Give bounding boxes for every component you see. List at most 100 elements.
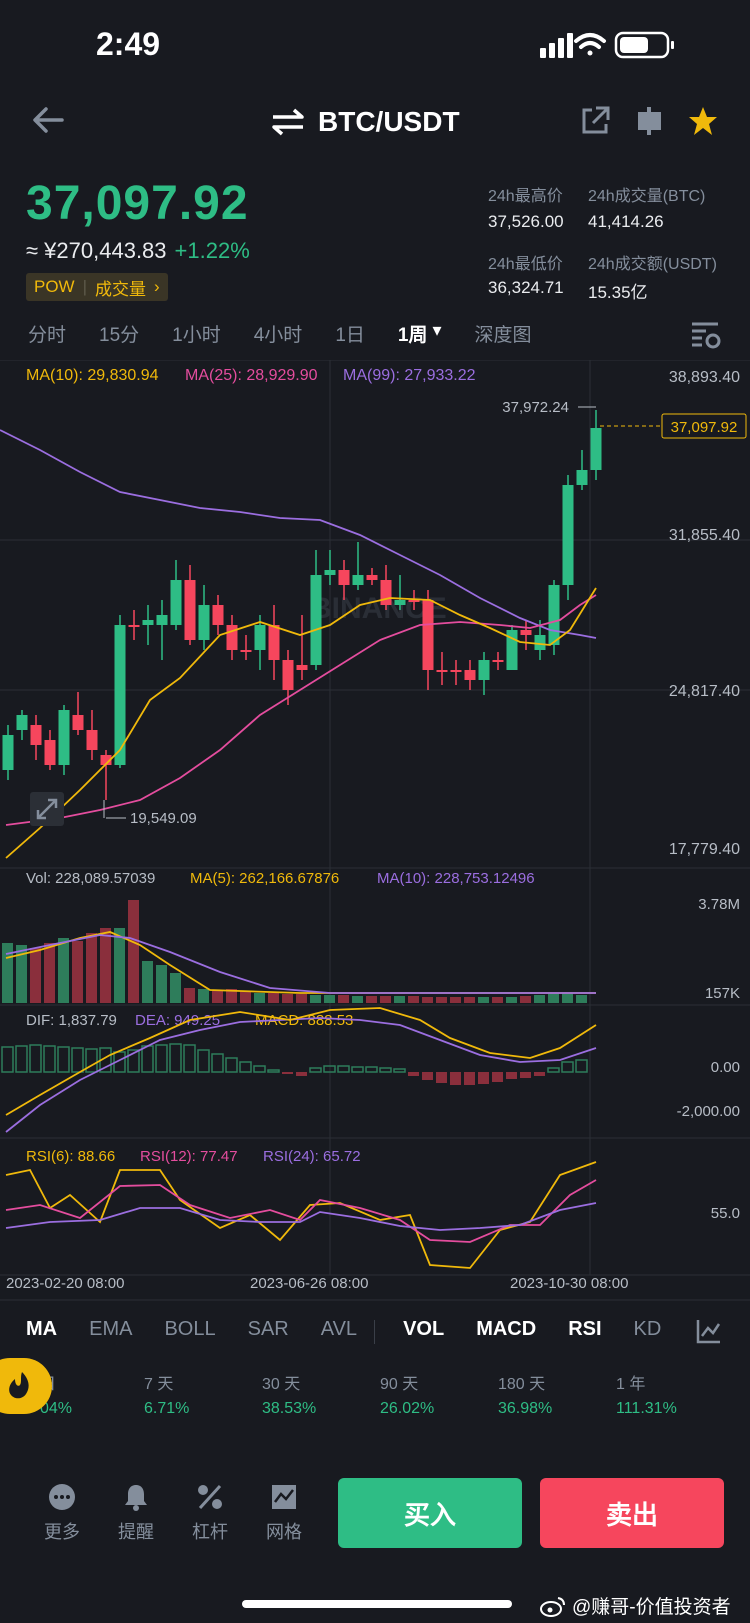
candle-body: [408, 600, 420, 602]
pair-selector[interactable]: BTC/USDT: [270, 102, 460, 142]
volume-bar: [58, 938, 69, 1003]
candle-body: [548, 585, 560, 645]
y-tick-label: 38,893.40: [669, 369, 740, 386]
macd-bar: [561, 1061, 574, 1073]
candle-body: [128, 625, 140, 627]
price-subrow: ≈ ¥270,443.83 +1.22%: [26, 238, 250, 264]
macd-bar: [282, 1072, 293, 1074]
more-button[interactable]: 更多: [32, 1482, 92, 1544]
chart-settings-icon[interactable]: [688, 318, 722, 352]
volume-bar: [254, 993, 265, 1003]
leverage-button[interactable]: 杠杆: [180, 1482, 240, 1544]
favorite-star-icon[interactable]: [686, 104, 720, 138]
dea-line: [5, 1017, 597, 1133]
candle-body: [464, 670, 476, 680]
macd-bar: [379, 1067, 392, 1073]
home-indicator: [242, 1600, 512, 1608]
rsi6-line: [5, 1161, 597, 1269]
macd-bar: [422, 1072, 433, 1080]
candle-body: [100, 755, 112, 765]
candle-body: [534, 635, 546, 650]
alert-button[interactable]: 提醒: [106, 1482, 166, 1544]
candlestick-mode-icon[interactable]: [632, 104, 666, 138]
performance-item: 7 天 6.71%: [144, 1370, 189, 1418]
volume-bar: [492, 997, 503, 1003]
indicator-tabs: MA EMA BOLL SAR AVL VOL MACD RSI KD: [26, 1318, 693, 1341]
volume-bar: [142, 961, 153, 1003]
grid-button[interactable]: 网格: [254, 1482, 314, 1544]
watermark-text: @赚哥-价值投资者: [572, 1597, 731, 1618]
stat-volbtc-label: 24h成交量(BTC): [588, 188, 706, 205]
stat-high-value: 37,526.00: [488, 212, 564, 231]
indicator-tab[interactable]: MACD: [476, 1318, 537, 1340]
indicator-tab[interactable]: KD: [633, 1318, 662, 1340]
volume-bar: [16, 945, 27, 1003]
candle-body: [478, 660, 490, 680]
macd-bar: [365, 1066, 378, 1073]
x-axis-label: 2023-10-30 08:00: [510, 1275, 628, 1292]
indicator-tab[interactable]: EMA: [89, 1318, 133, 1340]
candle-body: [44, 740, 56, 765]
last-price-tag: 37,097.92: [671, 419, 738, 436]
interval-tab[interactable]: 深度图: [474, 325, 532, 346]
fire-button[interactable]: [0, 1358, 52, 1414]
volume-bar: [394, 996, 405, 1003]
performance-item: 90 天 26.02%: [380, 1370, 434, 1418]
interval-tab[interactable]: 分时: [28, 325, 67, 346]
vol-ma5-line: [5, 931, 596, 994]
indicator-tab[interactable]: SAR: [247, 1318, 289, 1340]
rsi-y-tick: 55.0: [711, 1205, 740, 1222]
performance-value: 6.71%: [144, 1400, 190, 1417]
indicator-divider: [374, 1320, 375, 1344]
candle-body: [380, 580, 392, 605]
macd-bar: [29, 1044, 42, 1073]
indicator-tab[interactable]: BOLL: [164, 1318, 216, 1340]
candle-body: [58, 710, 70, 765]
macd-bar: [520, 1072, 531, 1078]
macd-bar: [309, 1067, 322, 1073]
macd-bar: [267, 1069, 280, 1073]
more-label: 更多: [44, 1522, 80, 1542]
back-arrow-icon[interactable]: [28, 100, 68, 140]
indicator-tab[interactable]: AVL: [320, 1318, 358, 1340]
leverage-label: 杠杆: [192, 1522, 228, 1542]
volume-bar: [534, 995, 545, 1003]
rsi-label: RSI(6): 88.66: [26, 1148, 115, 1165]
y-tick-label: 31,855.40: [669, 527, 740, 544]
pair-title: BTC/USDT: [318, 106, 460, 137]
interval-tab[interactable]: 1周: [397, 325, 428, 346]
performance-period: 180 天: [498, 1376, 546, 1393]
last-price: 37,097.92: [26, 177, 249, 230]
indicator-tab[interactable]: MA: [26, 1318, 58, 1340]
candle-body: [212, 605, 224, 625]
volume-label: Vol: 228,089.57039: [26, 870, 155, 887]
sell-button[interactable]: 卖出: [540, 1478, 724, 1548]
candle-body: [170, 580, 182, 625]
volume-bar: [324, 995, 335, 1003]
volume-bar: [30, 948, 41, 1003]
candle-body: [226, 625, 238, 650]
volume-label: MA(10): 228,753.12496: [377, 870, 535, 887]
macd-bar: [351, 1066, 364, 1073]
pow-badge[interactable]: POW | 成交量 ›: [26, 273, 168, 301]
macd-bar: [85, 1048, 98, 1073]
candle-body: [282, 660, 294, 690]
performance-period: 1 年: [616, 1376, 646, 1393]
buy-button[interactable]: 买入: [338, 1478, 522, 1548]
high-marker-label: 37,972.24: [502, 399, 569, 416]
alert-label: 提醒: [118, 1522, 154, 1542]
interval-tab[interactable]: 4小时: [253, 325, 303, 346]
volume-bar: [198, 989, 209, 1003]
volume-bar: [212, 991, 223, 1003]
interval-tab[interactable]: 1小时: [172, 325, 221, 346]
candle-body: [240, 650, 252, 652]
macd-label: DEA: 949.25: [135, 1012, 220, 1029]
indicator-tab[interactable]: VOL: [403, 1318, 445, 1340]
macd-bar: [478, 1072, 489, 1084]
interval-tab[interactable]: 15分: [99, 325, 140, 346]
interval-tab[interactable]: 1日: [335, 325, 365, 346]
indicator-settings-icon[interactable]: [694, 1316, 724, 1346]
share-icon[interactable]: [578, 104, 612, 138]
indicator-tab[interactable]: RSI: [568, 1318, 602, 1340]
